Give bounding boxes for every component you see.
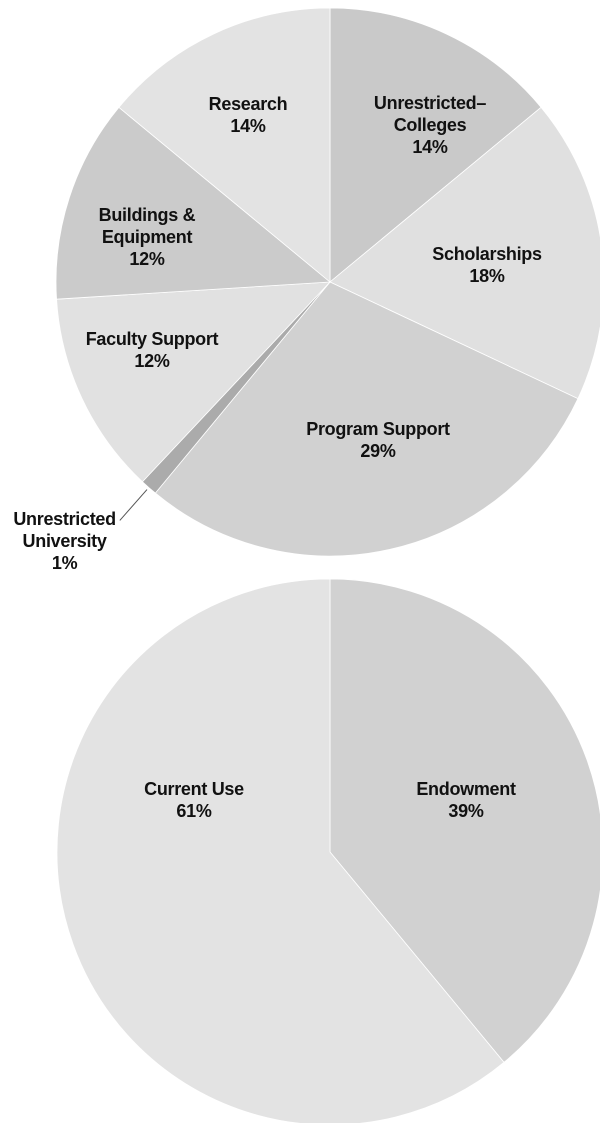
slice-value: 12% [129, 249, 165, 269]
slice-label: Buildings & Equipment 12% [99, 204, 196, 270]
slice-label: Program Support 29% [306, 418, 450, 462]
pie-slice [329, 106, 600, 400]
slice-label: Faculty Support 12% [86, 328, 219, 372]
slice-name: Research [208, 94, 288, 114]
slice-name: Current Use [144, 779, 244, 799]
slice-name: Scholarships [432, 244, 542, 264]
slice-value: 61% [176, 801, 212, 821]
slice-value: 29% [360, 441, 396, 461]
slice-value: 39% [448, 801, 484, 821]
pie-slice [154, 281, 579, 557]
pie-slice [329, 578, 600, 1063]
slice-value: 14% [412, 137, 448, 157]
pie-slice [329, 7, 542, 283]
slice-label: Scholarships 18% [432, 243, 542, 287]
slice-name: Program Support [306, 419, 450, 439]
slice-name: Faculty Support [85, 329, 219, 349]
slice-name: Buildings & Equipment [98, 205, 196, 247]
slice-label: Unrestricted– Colleges 14% [374, 92, 486, 158]
slice-value: 18% [469, 266, 505, 286]
slice-name: Unrestricted– Colleges [373, 93, 487, 135]
slice-name: Endowment [416, 779, 516, 799]
leader-line [119, 489, 148, 521]
slice-label: Unrestricted University 1% [13, 508, 116, 574]
slice-label: Endowment 39% [416, 778, 516, 822]
slice-value: 12% [134, 351, 170, 371]
slice-name: Unrestricted University [13, 509, 116, 552]
slice-label: Current Use 61% [144, 778, 244, 822]
pie-slice [56, 281, 331, 483]
pie-slice [55, 106, 332, 300]
slice-value: 1% [51, 553, 78, 574]
slice-label: Research 14% [209, 93, 288, 137]
pie-slice [118, 7, 331, 283]
slice-value: 14% [230, 116, 266, 136]
